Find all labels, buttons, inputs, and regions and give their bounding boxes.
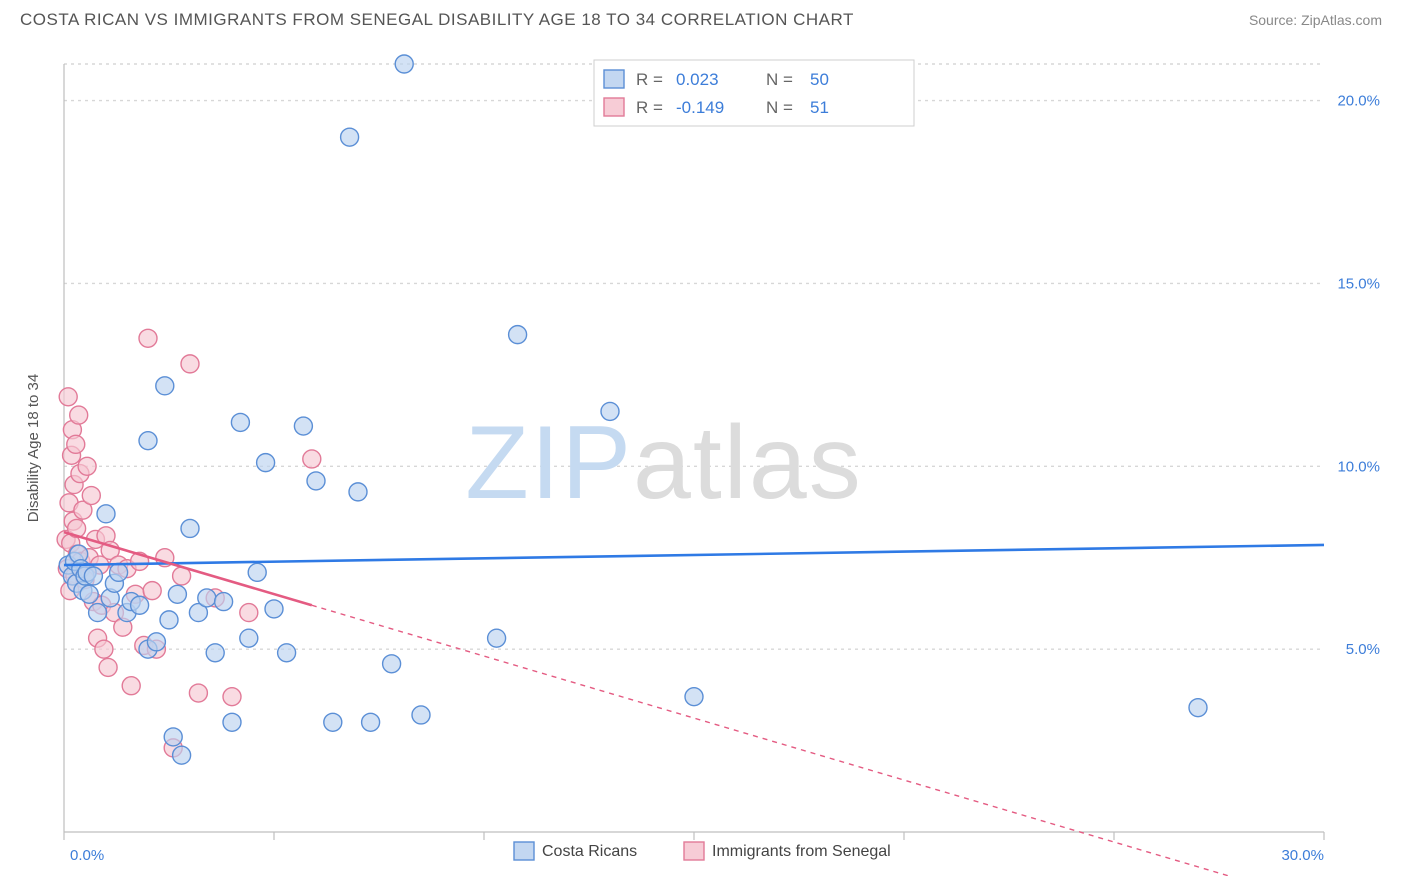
watermark: ZIPatlas xyxy=(465,405,862,521)
data-point xyxy=(685,688,703,706)
data-point xyxy=(78,457,96,475)
data-point xyxy=(198,589,216,607)
data-point xyxy=(82,487,100,505)
data-point xyxy=(257,454,275,472)
y-tick-label: 20.0% xyxy=(1337,93,1380,110)
data-point xyxy=(248,563,266,581)
data-point xyxy=(181,519,199,537)
source-link[interactable]: ZipAtlas.com xyxy=(1301,12,1382,28)
data-point xyxy=(67,435,85,453)
data-point xyxy=(189,684,207,702)
data-point xyxy=(99,658,117,676)
data-point xyxy=(147,633,165,651)
data-point xyxy=(139,329,157,347)
data-point xyxy=(59,388,77,406)
data-point xyxy=(89,604,107,622)
trendline-extrap-senegal xyxy=(312,605,1324,876)
data-point xyxy=(139,432,157,450)
data-point xyxy=(601,402,619,420)
scatter-chart: 5.0% 10.0% 15.0% 20.0% 0.0% 30.0% Disability A… xyxy=(20,42,1384,876)
legend-stat-r-label: R = xyxy=(636,98,663,117)
data-point xyxy=(160,611,178,629)
chart-title: COSTA RICAN VS IMMIGRANTS FROM SENEGAL D… xyxy=(20,10,854,30)
data-point xyxy=(303,450,321,468)
data-point xyxy=(122,677,140,695)
data-point xyxy=(206,644,224,662)
data-point xyxy=(383,655,401,673)
legend-swatch xyxy=(604,98,624,116)
legend-stat-n-value: 50 xyxy=(810,70,829,89)
data-point xyxy=(509,326,527,344)
data-point xyxy=(97,505,115,523)
data-point xyxy=(240,604,258,622)
data-point xyxy=(168,585,186,603)
data-point xyxy=(110,563,128,581)
data-point xyxy=(84,567,102,585)
y-tick-label: 15.0% xyxy=(1337,275,1380,292)
data-point xyxy=(156,377,174,395)
data-point xyxy=(294,417,312,435)
data-point xyxy=(349,483,367,501)
x-tick-label: 30.0% xyxy=(1281,847,1324,864)
data-point xyxy=(307,472,325,490)
y-tick-label: 10.0% xyxy=(1337,458,1380,475)
data-point xyxy=(181,355,199,373)
data-point xyxy=(341,128,359,146)
legend-stat-r-label: R = xyxy=(636,70,663,89)
legend-swatch xyxy=(604,70,624,88)
data-point xyxy=(95,640,113,658)
data-point xyxy=(173,746,191,764)
y-axis-label: Disability Age 18 to 34 xyxy=(25,374,42,522)
data-point xyxy=(1189,699,1207,717)
data-point xyxy=(70,406,88,424)
data-point xyxy=(362,713,380,731)
legend-stat-r-value: 0.023 xyxy=(676,70,719,89)
y-tick-label: 5.0% xyxy=(1346,641,1380,658)
legend-swatch xyxy=(514,842,534,860)
legend-stat-n-label: N = xyxy=(766,70,793,89)
x-tick-label: 0.0% xyxy=(70,847,104,864)
legend-label: Immigrants from Senegal xyxy=(712,843,891,860)
data-point xyxy=(231,413,249,431)
trendline-costa xyxy=(64,545,1324,565)
data-point xyxy=(265,600,283,618)
data-point xyxy=(240,629,258,647)
data-point xyxy=(80,585,98,603)
data-point xyxy=(215,593,233,611)
data-point xyxy=(131,596,149,614)
chart-container: 5.0% 10.0% 15.0% 20.0% 0.0% 30.0% Disability A… xyxy=(20,42,1384,876)
data-point xyxy=(412,706,430,724)
legend-label: Costa Ricans xyxy=(542,843,637,860)
data-point xyxy=(164,728,182,746)
data-point xyxy=(324,713,342,731)
legend-stat-n-label: N = xyxy=(766,98,793,117)
data-point xyxy=(143,582,161,600)
svg-text:ZIPatlas: ZIPatlas xyxy=(465,405,862,521)
data-point xyxy=(223,688,241,706)
data-point xyxy=(278,644,296,662)
legend-swatch xyxy=(684,842,704,860)
legend-stat-r-value: -0.149 xyxy=(676,98,724,117)
data-point xyxy=(395,55,413,73)
data-point xyxy=(223,713,241,731)
legend-stat-n-value: 51 xyxy=(810,98,829,117)
source-credit: Source: ZipAtlas.com xyxy=(1249,12,1382,28)
data-point xyxy=(488,629,506,647)
